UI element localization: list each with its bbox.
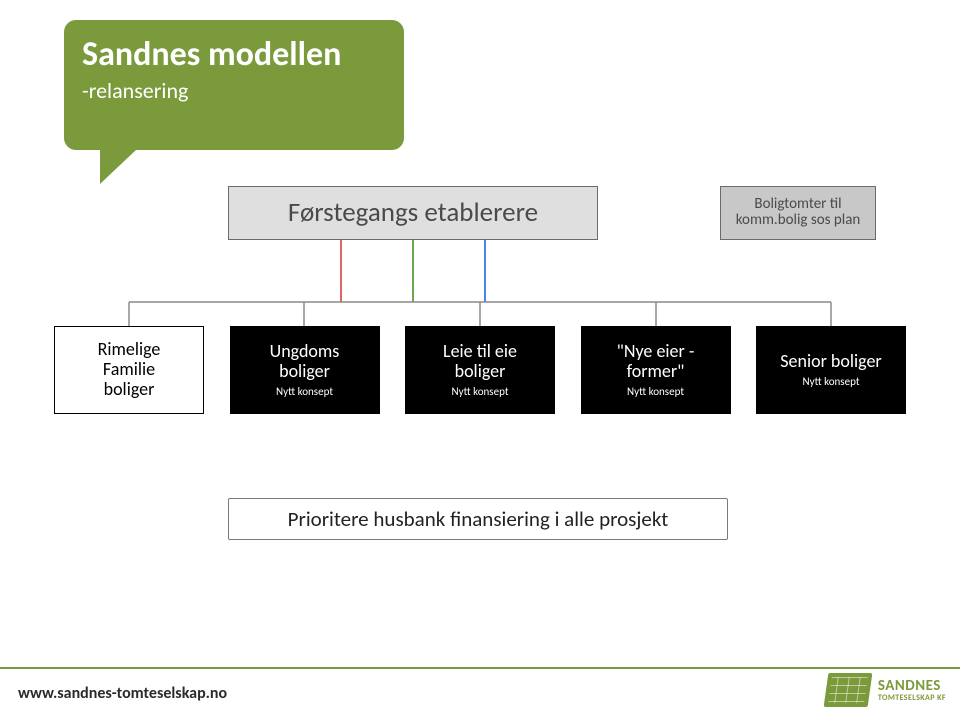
level1-main-label: Førstegangs etablerere xyxy=(288,199,538,227)
level2-label: "Nye eier - former" xyxy=(617,342,695,382)
level2-box-4: Senior boliger Nytt konsept xyxy=(756,326,906,414)
level2-sub: Nytt konsept xyxy=(452,386,509,398)
footer-url: www.sandnes-tomteselskap.no xyxy=(18,684,227,703)
level2-box-3: "Nye eier - former" Nytt konsept xyxy=(581,326,731,414)
level1-side-text: Boligtomter til komm.bolig sos plan xyxy=(736,197,861,229)
footer-logo: SANDNES TOMTESELSKAP KF xyxy=(826,673,946,707)
level2-label: Senior boliger xyxy=(780,352,881,372)
level1-side-box: Boligtomter til komm.bolig sos plan xyxy=(720,186,876,240)
level2-sub: Nytt konsept xyxy=(276,386,333,398)
level1-main-box: Førstegangs etablerere xyxy=(228,186,598,240)
note-text: Prioritere husbank finansiering i alle p… xyxy=(288,506,669,532)
note-box: Prioritere husbank finansiering i alle p… xyxy=(228,498,728,540)
level2-sub: Nytt konsept xyxy=(803,376,860,388)
title-callout: Sandnes modellen -relansering xyxy=(64,20,404,150)
footer: www.sandnes-tomteselskap.no SANDNES TOMT… xyxy=(0,667,960,713)
level2-sub: Nytt konsept xyxy=(627,386,684,398)
logo-text: SANDNES TOMTESELSKAP KF xyxy=(878,679,946,702)
level2-label: Rimelige Familie boliger xyxy=(98,340,161,399)
level2-box-1: Ungdoms boliger Nytt konsept xyxy=(230,326,380,414)
title-callout-tail xyxy=(100,150,136,184)
level2-box-0: Rimelige Familie boliger xyxy=(54,326,204,414)
logo-mark-icon xyxy=(823,673,872,707)
title-sub: -relansering xyxy=(82,77,386,104)
slide: Sandnes modellen -relansering Førstegang… xyxy=(0,0,960,713)
level2-label: Leie til eie boliger xyxy=(443,342,517,382)
title-main: Sandnes modellen xyxy=(82,34,386,75)
level2-label: Ungdoms boliger xyxy=(270,342,340,382)
level2-box-2: Leie til eie boliger Nytt konsept xyxy=(405,326,555,414)
level2-row: Rimelige Familie boliger Ungdoms boliger… xyxy=(54,326,906,414)
